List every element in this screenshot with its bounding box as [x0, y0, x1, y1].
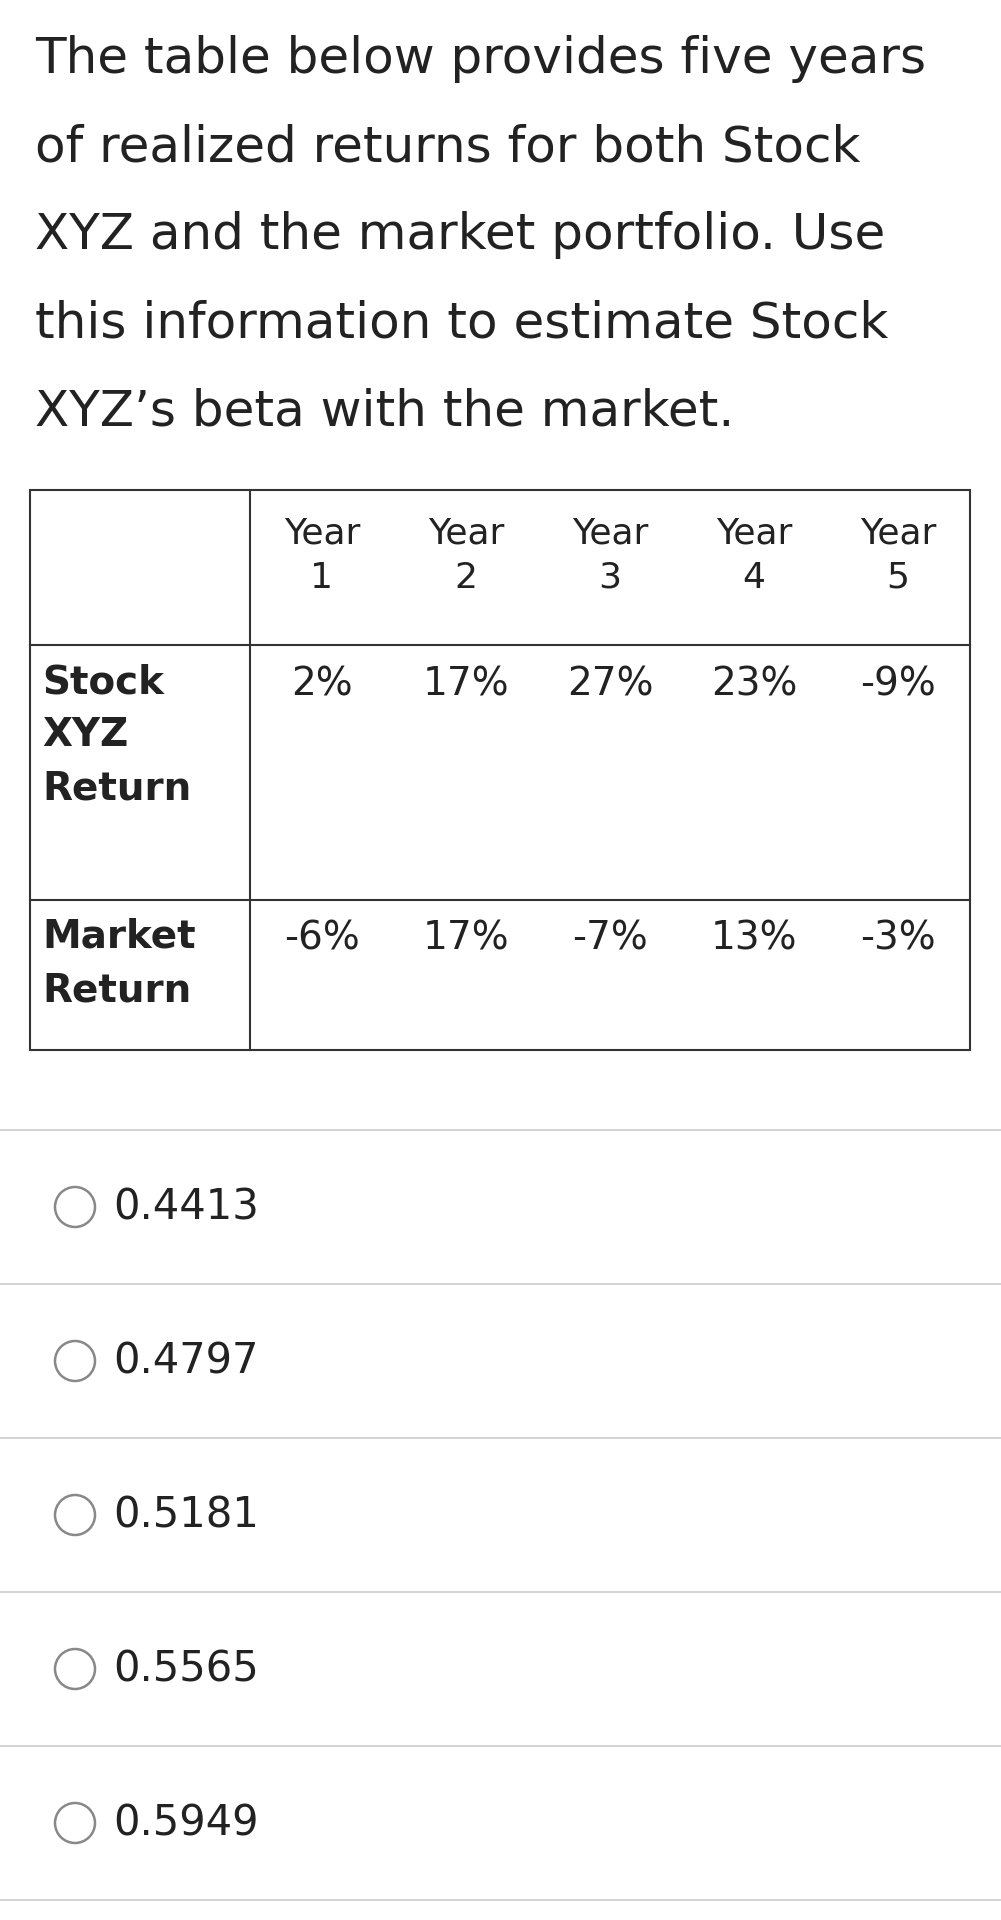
Text: 13%: 13%	[711, 920, 797, 958]
Text: -3%: -3%	[860, 920, 936, 958]
Text: Year
5: Year 5	[860, 516, 936, 595]
Text: Year
1: Year 1	[284, 516, 360, 595]
Text: 2%: 2%	[291, 664, 352, 703]
Bar	[30, 490, 970, 1050]
Text: -7%: -7%	[573, 920, 648, 958]
Text: XYZ and the market portfolio. Use: XYZ and the market portfolio. Use	[35, 211, 885, 259]
Text: Year
3: Year 3	[572, 516, 649, 595]
Text: -9%: -9%	[860, 664, 936, 703]
Text: Market
Return: Market Return	[42, 918, 195, 1010]
Text: 17%: 17%	[422, 664, 510, 703]
Text: Year
4: Year 4	[716, 516, 792, 595]
Text: Stock
XYZ
Return: Stock XYZ Return	[42, 662, 191, 806]
Text: XYZ’s beta with the market.: XYZ’s beta with the market.	[35, 388, 735, 436]
Text: 17%: 17%	[422, 920, 510, 958]
Text: of realized returns for both Stock: of realized returns for both Stock	[35, 123, 861, 171]
Text: 0.5565: 0.5565	[113, 1647, 258, 1690]
Text: 0.5181: 0.5181	[113, 1494, 259, 1536]
Text: 27%: 27%	[567, 664, 654, 703]
Text: -6%: -6%	[284, 920, 360, 958]
Text: 0.4413: 0.4413	[113, 1187, 259, 1229]
Text: this information to estimate Stock: this information to estimate Stock	[35, 300, 888, 348]
Text: 23%: 23%	[711, 664, 797, 703]
Text: 0.5949: 0.5949	[113, 1803, 258, 1843]
Text: 0.4797: 0.4797	[113, 1340, 258, 1382]
Text: Year
2: Year 2	[427, 516, 505, 595]
Text: The table below provides five years: The table below provides five years	[35, 35, 926, 83]
